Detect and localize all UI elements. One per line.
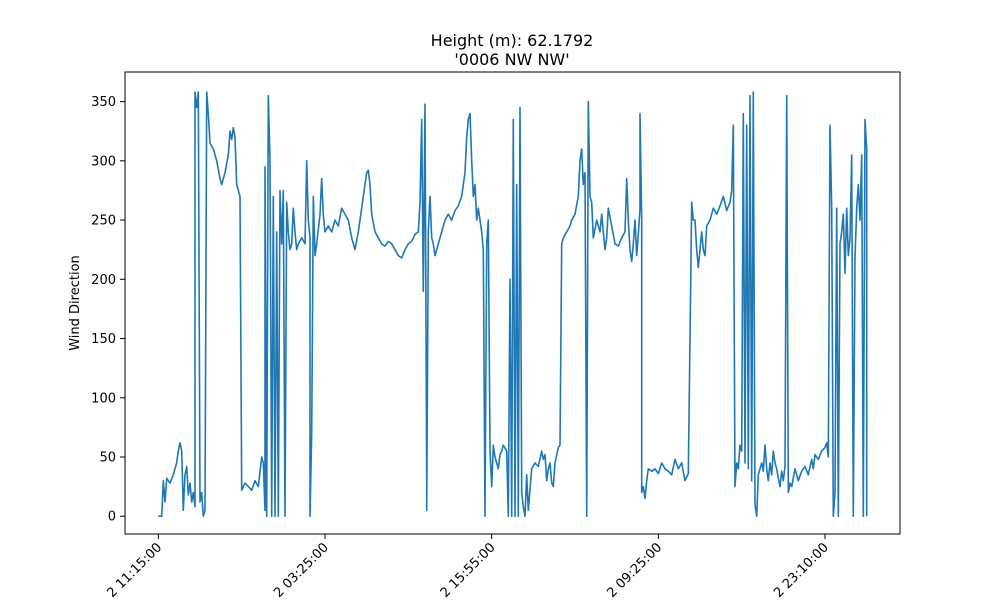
y-tick-label: 0 bbox=[108, 510, 116, 525]
plot-area bbox=[124, 71, 901, 535]
x-tick-label: 2 23:10:00 bbox=[771, 540, 832, 600]
y-tick-label: 50 bbox=[99, 451, 116, 466]
y-axis: 0 50 100 150 200 250 300 350 bbox=[91, 95, 125, 525]
x-axis: 2 11:15:00 2 03:25:00 2 15:55:00 2 09:25:00… bbox=[104, 534, 832, 601]
y-tick-label: 300 bbox=[91, 154, 116, 169]
y-tick-label: 100 bbox=[91, 391, 116, 406]
y-tick-label: 250 bbox=[91, 214, 116, 229]
x-tick-label: 2 03:25:00 bbox=[271, 540, 332, 600]
y-tick-label: 350 bbox=[91, 95, 116, 110]
x-tick-label: 2 11:15:00 bbox=[104, 540, 165, 600]
y-tick-label: 150 bbox=[91, 332, 116, 347]
series-layer bbox=[158, 91, 868, 518]
series-line bbox=[158, 91, 868, 518]
x-tick-label: 2 09:25:00 bbox=[604, 540, 665, 600]
x-tick-label: 2 15:55:00 bbox=[438, 540, 499, 600]
y-axis-label: Wind Direction bbox=[68, 255, 83, 351]
chart-title: Height (m): 62.1792 bbox=[431, 31, 594, 50]
chart-subtitle: '0006 NW NW' bbox=[454, 50, 569, 69]
y-tick-label: 200 bbox=[91, 273, 116, 288]
